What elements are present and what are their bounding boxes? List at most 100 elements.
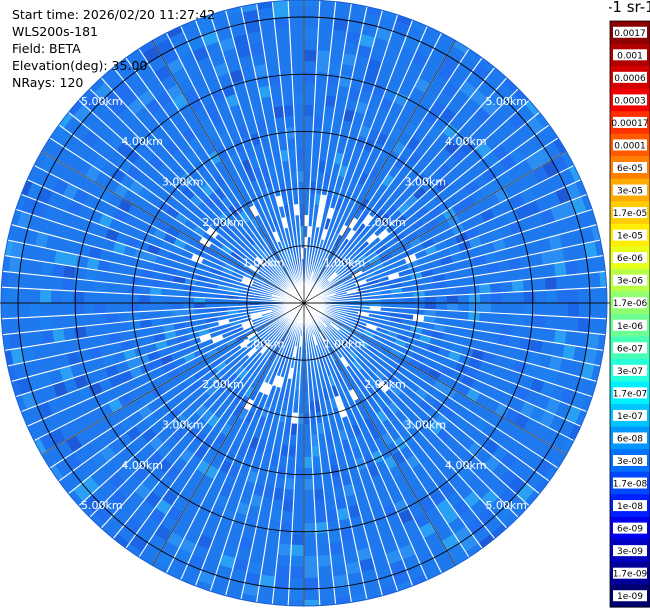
range-gate <box>357 210 369 223</box>
range-gate <box>495 505 515 524</box>
range-gate <box>235 264 247 274</box>
range-gate <box>7 364 18 382</box>
range-gate <box>156 443 172 459</box>
range-gate <box>194 303 206 309</box>
ray-separator <box>209 302 305 592</box>
range-gate <box>441 507 460 525</box>
range-gate <box>373 208 385 222</box>
range-gate <box>249 309 261 315</box>
range-gate <box>309 182 317 194</box>
range-gate <box>337 236 346 248</box>
ray-separator <box>303 0 321 304</box>
ray-separator <box>303 302 428 581</box>
range-gate <box>339 270 351 280</box>
ray-separator <box>26 179 305 304</box>
range-gate <box>434 413 450 429</box>
grid-spoke <box>152 302 305 566</box>
ray-separator <box>303 88 519 304</box>
range-gate <box>88 246 103 260</box>
range-gate <box>405 194 419 208</box>
range-gate <box>49 124 64 142</box>
range-gate <box>269 323 280 333</box>
range-gate <box>142 45 161 64</box>
range-gate <box>161 48 180 65</box>
range-gate <box>315 320 324 331</box>
range-gate <box>271 256 281 268</box>
range-gate <box>321 228 328 241</box>
range-gate <box>154 524 172 542</box>
range-gate <box>393 214 407 227</box>
range-gate <box>375 271 388 280</box>
range-gate <box>333 262 343 272</box>
range-gate <box>141 427 157 443</box>
range-gate <box>218 380 231 393</box>
range-gate <box>318 263 326 275</box>
range-gate <box>398 544 416 560</box>
range-gate <box>400 417 415 432</box>
range-gate <box>267 260 277 271</box>
range-gate <box>227 388 240 401</box>
range-gate <box>124 516 143 535</box>
ray-separator <box>2 302 305 336</box>
ray-separator <box>33 302 305 442</box>
range-gate <box>225 93 240 108</box>
range-gate <box>471 348 485 361</box>
range-gate <box>283 422 292 435</box>
range-gate <box>418 522 436 539</box>
range-gate <box>244 20 261 35</box>
ray-separator <box>303 48 470 304</box>
start-time-label: Start time: 2026/02/20 11:27:42 <box>12 7 216 22</box>
range-gate <box>309 412 317 424</box>
range-gate <box>328 323 339 333</box>
range-gate <box>452 40 470 54</box>
range-gate <box>189 194 203 208</box>
range-gate <box>316 422 325 435</box>
range-gate <box>459 534 479 553</box>
range-gate <box>218 275 231 284</box>
range-gate <box>264 198 274 211</box>
colorbar-label-box <box>613 387 647 399</box>
range-gate <box>7 287 19 303</box>
range-gate <box>172 303 184 310</box>
range-gate <box>304 215 309 227</box>
range-gate <box>327 325 337 335</box>
range-gate <box>267 320 278 329</box>
ray-separator <box>303 6 368 304</box>
range-gate <box>276 376 285 389</box>
range-gate <box>272 363 281 375</box>
range-gate <box>68 100 84 117</box>
range-gate <box>29 303 41 318</box>
range-gate <box>333 283 345 290</box>
ray-separator <box>58 124 305 304</box>
range-gate <box>155 550 175 568</box>
range-gate <box>207 414 220 428</box>
range-gate <box>235 44 252 59</box>
range-gate <box>497 171 514 188</box>
range-gate <box>551 248 565 264</box>
ray-separator <box>303 302 601 367</box>
ray-separator <box>78 302 305 507</box>
ray-separator <box>303 302 321 606</box>
range-gate <box>423 199 438 213</box>
ray-separator <box>125 302 305 549</box>
ray-separator <box>303 302 588 413</box>
range-gate <box>244 386 255 399</box>
range-gate <box>337 358 346 370</box>
range-gate <box>345 229 356 241</box>
range-gate <box>88 381 104 397</box>
range-gate <box>229 69 245 84</box>
field-label: Field: BETA <box>12 41 81 56</box>
ray-separator <box>240 6 305 304</box>
ray-separator <box>303 99 530 304</box>
range-gate <box>218 483 234 499</box>
range-gate <box>314 510 327 523</box>
grid-spoke <box>303 302 456 566</box>
range-gate <box>382 87 398 103</box>
range-gate <box>479 303 491 313</box>
range-gate <box>424 296 436 303</box>
range-gate <box>139 319 152 329</box>
range-gate <box>245 234 256 246</box>
ray-separator <box>303 302 519 518</box>
range-gate <box>277 315 287 324</box>
